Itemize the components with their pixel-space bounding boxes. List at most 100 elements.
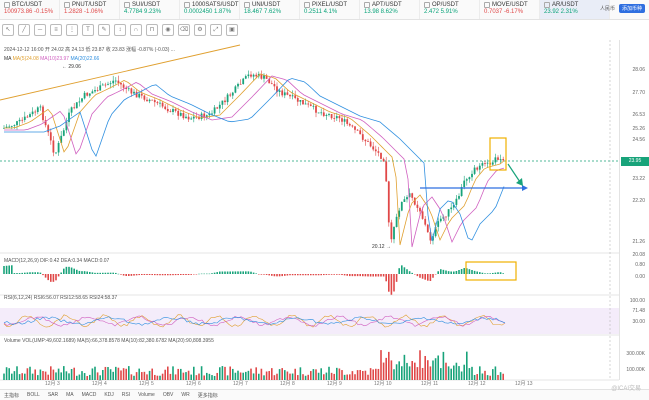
ticker-symbol: AR/USDT [552, 2, 579, 8]
star-icon[interactable] [544, 2, 550, 8]
volume-bar [37, 375, 39, 380]
fullscreen-icon[interactable]: ⤢ [210, 24, 222, 36]
volume-bar [5, 367, 8, 380]
candle-body [330, 114, 333, 119]
candle-body [231, 92, 234, 96]
macd-bar [195, 274, 198, 275]
settings-icon[interactable]: ⚙ [194, 24, 206, 36]
volume-bar [219, 367, 221, 380]
candle-body [408, 193, 411, 198]
candle-body [36, 107, 39, 112]
ticker-symbol: APT/USDT [372, 2, 402, 8]
volume-bar [281, 368, 283, 380]
volume-bar [330, 372, 333, 380]
ticker-item[interactable]: AR/USDT 23.92 2.31% [540, 0, 610, 19]
indicator-tab[interactable]: BOLL [27, 392, 40, 398]
candle-body [247, 74, 250, 77]
indicator-tab[interactable]: 主指标 [4, 392, 20, 399]
ticker-item[interactable]: SUI/USDT 4.7784 9.23% [120, 0, 180, 19]
candle-body [468, 177, 471, 180]
rsi-line [3, 315, 506, 327]
macd-bar [281, 274, 283, 277]
star-icon[interactable] [4, 2, 10, 8]
eye-icon[interactable]: ◉ [162, 24, 174, 36]
trash-icon[interactable]: ⌫ [178, 24, 190, 36]
candle-body [120, 82, 122, 85]
volume-bar [174, 374, 177, 380]
ticker-item[interactable]: PNUT/USDT 1.2828 -1.06% [60, 0, 120, 19]
volume-bar [268, 371, 270, 380]
star-icon[interactable] [424, 2, 430, 8]
lock-icon[interactable]: ⊓ [146, 24, 158, 36]
volume-bar [3, 373, 5, 380]
volume-bar [455, 362, 458, 380]
trendline [0, 44, 241, 101]
star-icon[interactable] [364, 2, 370, 8]
volume-bar [81, 371, 83, 380]
volume-bar [411, 360, 413, 380]
add-pair-button[interactable]: 添加币种 [618, 4, 645, 13]
indicator-tab[interactable]: Volume [138, 392, 155, 398]
candle-body [481, 163, 484, 166]
ticker-item[interactable]: MOVE/USDT 0.7037 -6.17% [480, 0, 540, 19]
star-icon[interactable] [244, 2, 250, 8]
macd-bar [156, 274, 159, 276]
volume-bar [193, 366, 195, 380]
macd-bar [247, 271, 250, 274]
price-tick: 23.22 [632, 176, 645, 182]
screenshot-icon[interactable]: ▣ [226, 24, 238, 36]
macd-bar [440, 269, 442, 274]
fib-icon[interactable]: ⋮ [66, 24, 78, 36]
indicator-tab[interactable]: KDJ [104, 392, 114, 398]
star-icon[interactable] [484, 2, 490, 8]
star-icon[interactable] [304, 2, 310, 8]
indicator-tab[interactable]: OBV [162, 392, 174, 398]
indicator-tab[interactable]: SAR [47, 392, 59, 398]
ticker-symbol: PIXEL/USDT [312, 2, 348, 8]
volume-bar [286, 371, 289, 380]
trendline-icon[interactable]: ╱ [18, 24, 30, 36]
ticker-item[interactable]: PIXEL/USDT 0.2511 4.1% [300, 0, 360, 19]
brush-icon[interactable]: ✎ [98, 24, 110, 36]
ticker-item[interactable]: BTC/USDT 100973.86 -0.15% [0, 0, 60, 19]
indicator-tab[interactable]: MACD [81, 392, 97, 398]
indicator-tab[interactable]: 更多指标 [197, 392, 218, 399]
ticker-item[interactable]: APT/USDT 13.98 8.62% [360, 0, 420, 19]
currency-select[interactable]: 人民币 [599, 6, 615, 12]
text-icon[interactable]: T [82, 24, 94, 36]
macd-bar [286, 274, 289, 276]
macd-bar [424, 274, 426, 280]
channel-icon[interactable]: ≡ [50, 24, 62, 36]
indicator-tab[interactable]: MA [66, 392, 74, 398]
rsi-title: RSI(6,12,24) RSI6:56.07 RSI12:58.65 RSI2… [4, 295, 118, 301]
candle-body [335, 116, 338, 119]
candle-body [101, 84, 104, 86]
star-icon[interactable] [124, 2, 130, 8]
rsi-line [3, 314, 506, 328]
green-arrow-head [516, 178, 523, 186]
magnet-icon[interactable]: ∩ [130, 24, 142, 36]
macd-bar [245, 271, 247, 274]
kline-chart[interactable]: ← 29.06 20.12 → [0, 40, 649, 390]
measure-icon[interactable]: ↕ [114, 24, 126, 36]
candle-body [29, 114, 31, 118]
cursor-icon[interactable]: ↖ [2, 24, 14, 36]
macd-bar [73, 268, 75, 274]
indicator-tick: 71.48 [632, 308, 645, 314]
volume-bar [484, 370, 486, 380]
macd-bar [146, 274, 148, 275]
indicator-tab[interactable]: WR [181, 392, 190, 398]
star-icon[interactable] [184, 2, 190, 8]
candle-body [276, 86, 278, 92]
indicator-tab[interactable]: RSI [121, 392, 131, 398]
ticker-item[interactable]: UNI/USDT 18.467 7.62% [240, 0, 300, 19]
volume-bar [497, 374, 499, 380]
macd-bar [310, 274, 312, 276]
ticker-item[interactable]: 1000SATS/USDT 0.0002450 1.87% [180, 0, 240, 19]
star-icon[interactable] [64, 2, 70, 8]
macd-bar [193, 274, 195, 275]
horizontal-line-icon[interactable]: ─ [34, 24, 46, 36]
candle-body [174, 109, 177, 111]
ticker-item[interactable]: OP/USDT 2.472 5.91% [420, 0, 480, 19]
macd-bar [338, 274, 341, 275]
